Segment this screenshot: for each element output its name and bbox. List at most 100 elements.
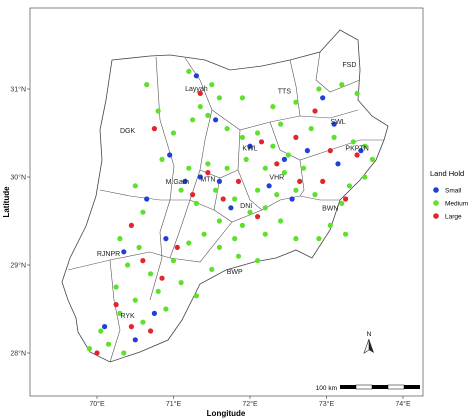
point-small-12: [193, 73, 199, 79]
point-small-113: [163, 236, 169, 242]
point-small-60: [289, 196, 295, 202]
region-label-vhr: VHR: [269, 175, 284, 182]
region-label-fsd: FSD: [342, 62, 356, 69]
point-medium-1: [209, 82, 215, 88]
point-medium-10: [159, 156, 165, 162]
point-medium-95: [201, 231, 207, 237]
point-medium-9: [155, 108, 161, 114]
data-points: [86, 68, 375, 356]
point-medium-67: [224, 165, 230, 171]
point-medium-75: [216, 218, 222, 224]
point-large-16: [151, 126, 157, 132]
legend-swatch-small: [433, 187, 439, 193]
point-medium-23: [308, 126, 314, 132]
point-medium-66: [205, 161, 211, 167]
point-medium-70: [178, 187, 184, 193]
point-small-76: [197, 174, 203, 180]
point-medium-50: [262, 165, 268, 171]
point-large-80: [205, 170, 211, 176]
point-large-62: [274, 161, 280, 167]
district-boundaries: [67, 51, 384, 363]
point-medium-27: [369, 156, 375, 162]
x-tick-label-2: 72°E: [242, 400, 258, 408]
region-label-kwl: KWL: [242, 146, 257, 153]
point-medium-74: [239, 222, 245, 228]
point-small-36: [358, 148, 364, 154]
legend: Land Hold Small Medium Large: [430, 169, 468, 220]
point-medium-84: [132, 183, 138, 189]
point-small-57: [247, 143, 253, 149]
point-medium-4: [190, 117, 196, 123]
point-medium-105: [193, 293, 199, 299]
point-large-64: [235, 178, 242, 184]
point-large-114: [128, 222, 134, 228]
point-small-78: [182, 178, 188, 184]
region-label-tts: TTS: [278, 88, 292, 95]
point-medium-8: [144, 82, 150, 88]
point-medium-122: [278, 218, 284, 224]
region-label-bwp: BWP: [227, 269, 243, 276]
scale-bar: [340, 384, 420, 390]
point-medium-91: [132, 297, 138, 303]
point-medium-28: [362, 174, 368, 180]
point-large-116: [113, 302, 119, 308]
x-tick-label-4: 74°E: [395, 400, 411, 408]
point-large-83: [255, 214, 261, 220]
y-tick-label-0: 28°N: [10, 350, 26, 358]
legend-label-medium: Medium: [445, 200, 468, 207]
point-large-121: [148, 328, 154, 334]
point-medium-96: [216, 244, 222, 250]
point-medium-54: [312, 192, 318, 198]
point-medium-72: [247, 209, 253, 215]
region-label-layyah: Layyah: [185, 86, 208, 93]
point-medium-126: [255, 258, 261, 264]
region-label-mtn: MTN: [200, 176, 215, 183]
axis-ticks: 70°E 71°E 72°E 73°E 74°E 28°N 29°N 30°N 31°N: [10, 86, 411, 409]
point-large-82: [220, 196, 226, 202]
point-medium-99: [140, 319, 146, 325]
point-small-59: [266, 183, 272, 189]
point-large-81: [190, 192, 196, 198]
point-medium-69: [193, 200, 199, 206]
point-large-15: [197, 90, 203, 96]
point-large-61: [258, 139, 265, 145]
point-medium-25: [350, 139, 356, 145]
point-medium-107: [232, 236, 238, 242]
region-label-swl: SWL: [330, 119, 345, 126]
study-area-boundary: [61, 29, 389, 363]
point-medium-104: [121, 350, 127, 356]
point-medium-93: [170, 258, 177, 264]
point-medium-48: [285, 152, 291, 158]
point-medium-21: [354, 90, 360, 96]
point-medium-101: [98, 328, 104, 334]
point-medium-98: [163, 306, 169, 312]
point-medium-90: [113, 284, 119, 290]
point-small-79: [228, 205, 234, 211]
point-medium-19: [316, 86, 322, 92]
north-arrow-icon: [363, 338, 374, 354]
legend-swatch-large: [433, 213, 439, 219]
point-medium-32: [316, 236, 322, 242]
legend-label-small: Small: [445, 187, 462, 194]
x-tick-label-1: 71°E: [166, 400, 182, 408]
point-small-77: [216, 178, 222, 184]
point-large-120: [174, 244, 180, 250]
legend-label-large: Large: [445, 213, 462, 220]
point-small-34: [320, 95, 326, 101]
north-arrow-label: N: [367, 331, 372, 338]
point-medium-100: [117, 310, 123, 316]
scale-bar-label: 100 km: [316, 385, 337, 392]
point-small-110: [151, 310, 157, 316]
point-medium-103: [105, 341, 112, 347]
legend-title: Land Hold: [430, 169, 464, 178]
point-small-58: [281, 156, 287, 162]
point-medium-46: [255, 130, 261, 136]
point-medium-22: [278, 121, 284, 127]
point-medium-3: [216, 95, 222, 101]
point-medium-33: [343, 231, 349, 237]
point-large-44: [343, 196, 349, 202]
point-medium-71: [232, 196, 238, 202]
point-medium-24: [331, 134, 337, 140]
point-large-115: [140, 258, 146, 264]
